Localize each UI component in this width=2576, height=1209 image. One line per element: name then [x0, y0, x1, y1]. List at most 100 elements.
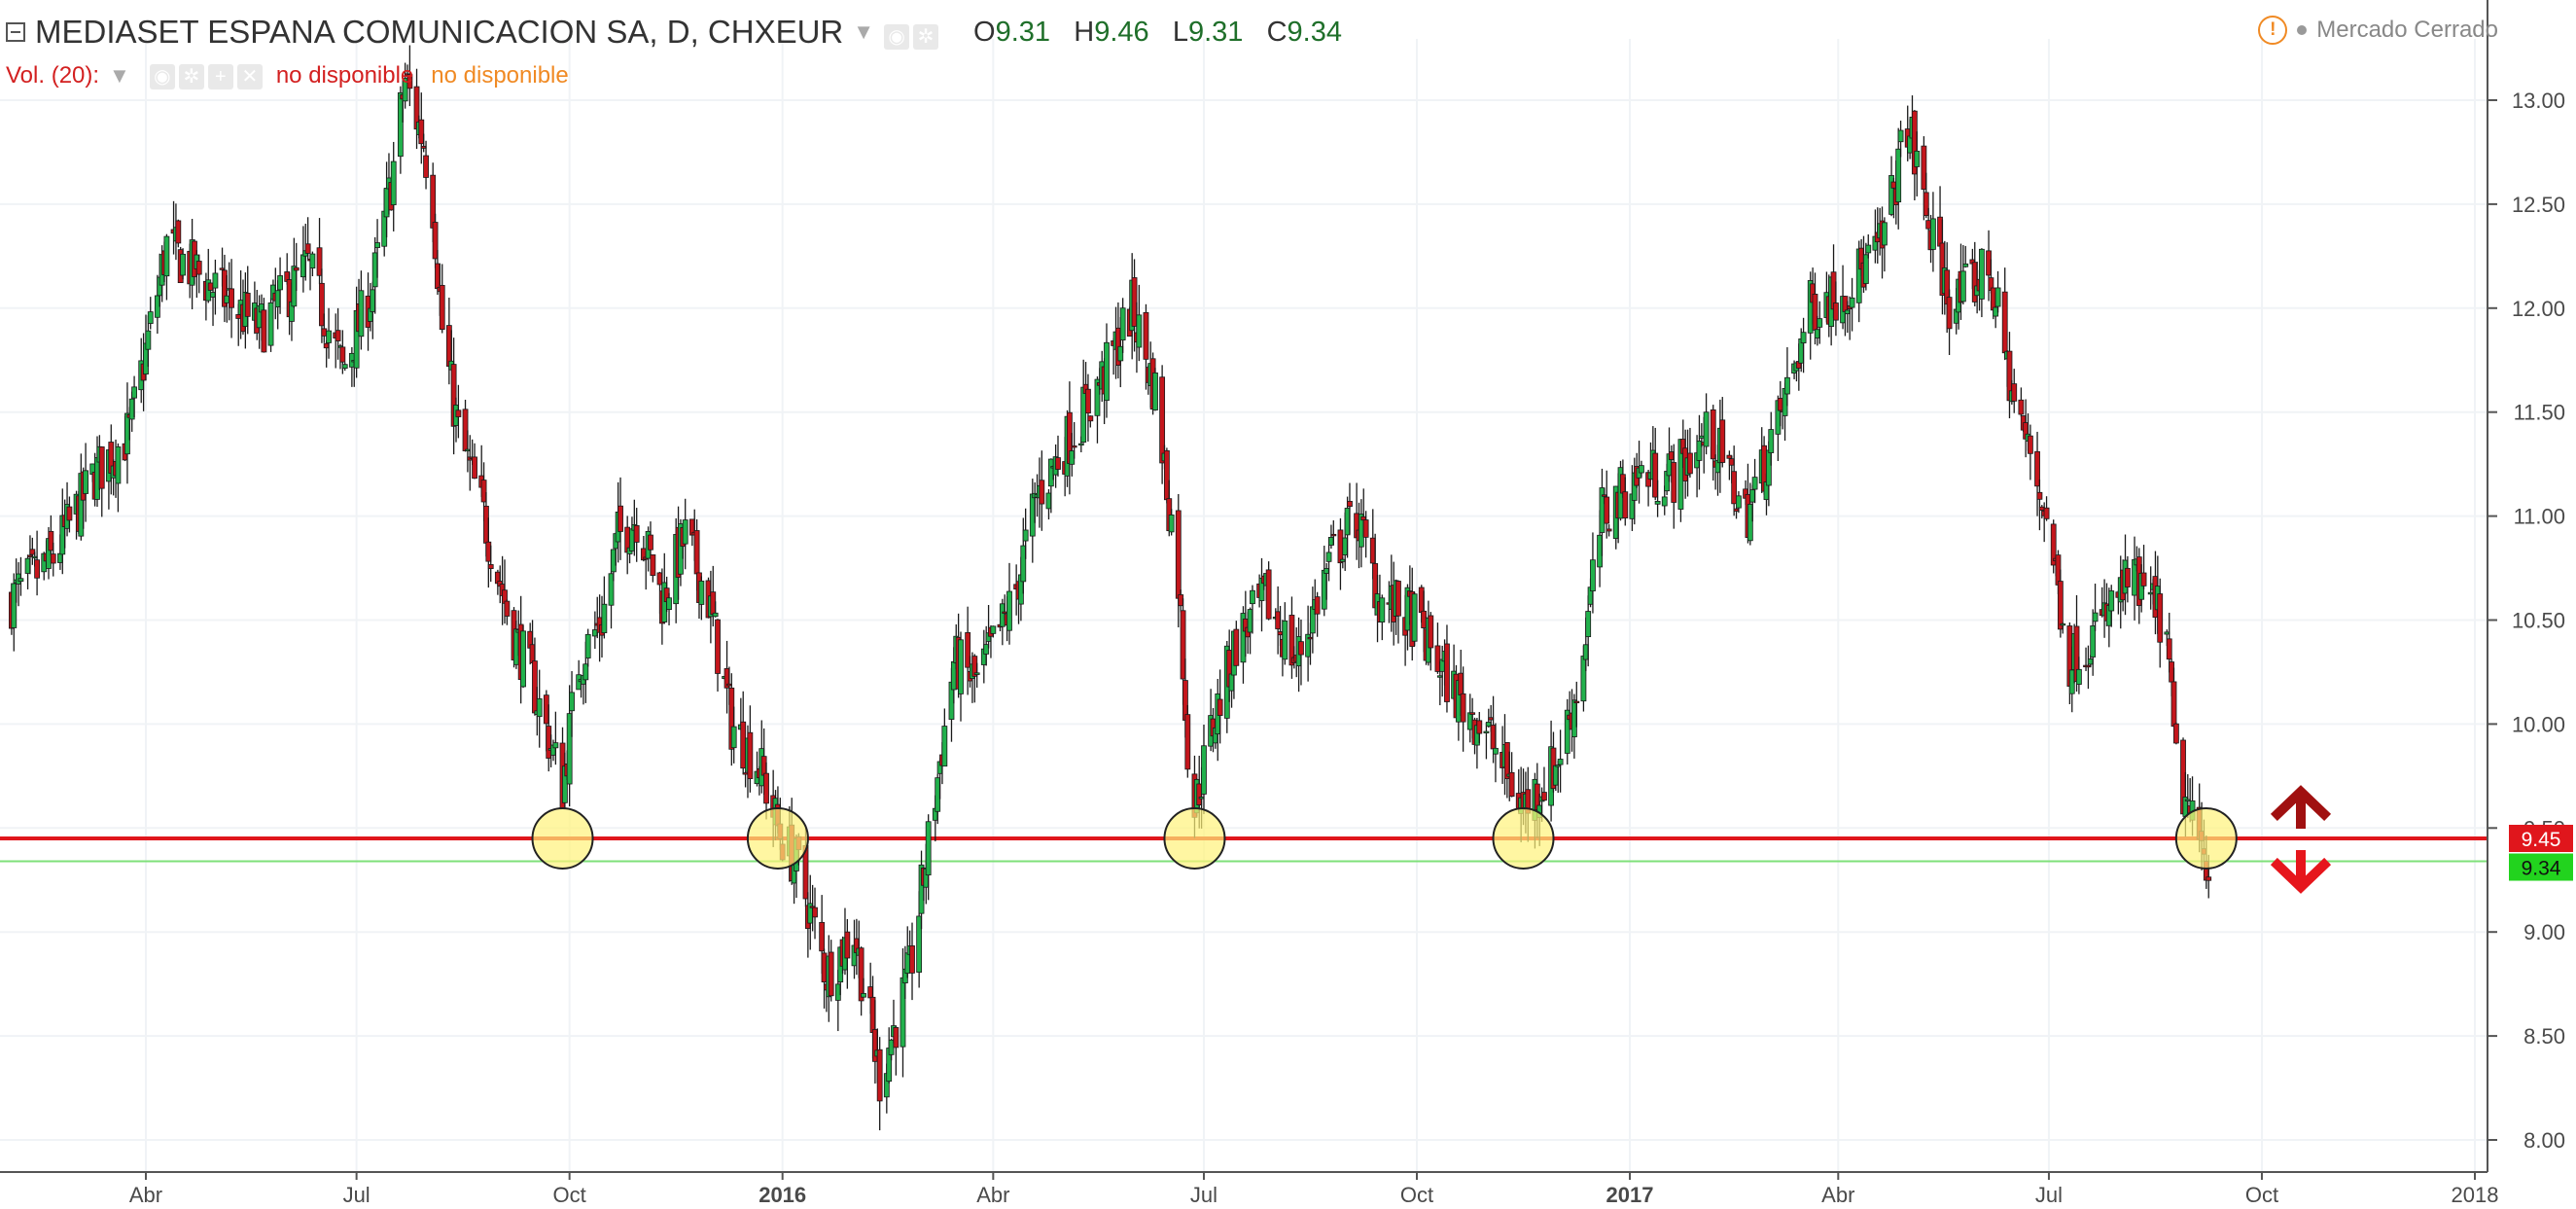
- candle: [432, 213, 439, 268]
- candle-body: [1604, 496, 1610, 524]
- candle-body: [1654, 501, 1661, 505]
- candle: [1652, 427, 1659, 501]
- candle: [730, 706, 737, 764]
- candle: [341, 362, 348, 372]
- candle: [2036, 479, 2043, 531]
- candle-body: [163, 235, 170, 277]
- candle-body: [1444, 643, 1450, 702]
- candle-body: [1080, 386, 1087, 444]
- candle-body: [1930, 218, 1936, 250]
- candle-body: [566, 713, 573, 785]
- candle: [163, 233, 170, 301]
- candle: [439, 264, 445, 334]
- symbol-title[interactable]: MEDIASET ESPANA COMUNICACION SA, D, CHXE…: [35, 14, 844, 50]
- candle-body: [1817, 318, 1823, 328]
- candle: [34, 530, 40, 596]
- candle-body: [1687, 452, 1693, 475]
- candle: [212, 259, 219, 315]
- candle: [244, 266, 251, 335]
- candle-body: [450, 364, 457, 427]
- gear-icon[interactable]: ✲: [178, 64, 204, 89]
- candle: [941, 708, 948, 767]
- eye-icon[interactable]: ◉: [149, 64, 175, 89]
- x-tick-label: Abr: [1821, 1183, 1854, 1207]
- candle-body: [2166, 638, 2172, 660]
- candle-body: [423, 155, 429, 178]
- candle-body: [1119, 307, 1126, 341]
- candle-body: [909, 944, 915, 974]
- candle-body: [1330, 533, 1337, 537]
- candle: [1946, 289, 1953, 356]
- candle: [2027, 424, 2033, 480]
- candle: [1800, 317, 1807, 373]
- candle: [1817, 301, 1823, 344]
- candle: [1337, 517, 1344, 590]
- candle-body: [319, 282, 325, 327]
- warning-icon[interactable]: !: [2258, 16, 2288, 45]
- close-value: 9.34: [1287, 16, 1342, 48]
- candle: [326, 307, 332, 359]
- candle: [682, 498, 688, 570]
- x-tick-label: Jul: [343, 1183, 371, 1207]
- candle-body: [693, 530, 700, 575]
- candle-body: [1411, 593, 1418, 642]
- candle: [1434, 622, 1441, 674]
- candle: [304, 217, 311, 260]
- candle: [909, 922, 915, 1001]
- candle-body: [1104, 341, 1110, 402]
- plus-icon[interactable]: +: [207, 64, 233, 89]
- candle-body: [1751, 477, 1758, 490]
- candle: [402, 62, 408, 109]
- y-tick-label: 11.50: [2514, 401, 2565, 425]
- candle-body: [397, 91, 404, 158]
- candle: [650, 554, 656, 583]
- candle-body: [390, 160, 397, 205]
- candle-body: [973, 672, 980, 675]
- candle: [1159, 365, 1166, 484]
- candle: [455, 384, 462, 439]
- volume-label[interactable]: Vol. (20):: [6, 62, 100, 89]
- candle-body: [418, 119, 425, 145]
- candle-body: [893, 1027, 900, 1049]
- chevron-down-icon[interactable]: ▼: [853, 19, 875, 44]
- candle-body: [698, 581, 705, 605]
- candle-body: [1184, 714, 1191, 770]
- candle: [1006, 562, 1012, 645]
- gear-icon[interactable]: ✲: [913, 24, 939, 50]
- collapse-icon[interactable]: [6, 22, 25, 42]
- candle: [1541, 766, 1547, 801]
- candle-body: [2124, 567, 2131, 587]
- market-status-text: Mercado Cerrado: [2316, 17, 2498, 43]
- candle-body: [1800, 332, 1807, 344]
- candle: [1751, 458, 1758, 504]
- candle-body: [34, 559, 40, 579]
- eye-icon[interactable]: ◉: [884, 24, 910, 50]
- candle-body: [682, 519, 688, 545]
- candle-body: [861, 993, 866, 998]
- candle-body: [293, 267, 300, 271]
- candle: [844, 918, 851, 989]
- candle: [450, 338, 457, 455]
- candle: [618, 477, 623, 560]
- candle-body: [1962, 263, 1969, 267]
- candle: [552, 711, 559, 765]
- support-price-label: 9.45: [2522, 829, 2561, 851]
- chart-grid: [0, 39, 2488, 1172]
- candle: [2060, 622, 2066, 634]
- candle-body: [175, 220, 182, 244]
- candle: [1654, 480, 1661, 517]
- candle-body: [50, 553, 56, 564]
- candle: [1639, 460, 1644, 478]
- candle-body: [487, 564, 494, 569]
- candle-body: [1020, 545, 1027, 583]
- x-tick-label: 2016: [759, 1183, 806, 1207]
- candle-body: [244, 293, 251, 317]
- candle-body: [1347, 500, 1353, 508]
- close-icon[interactable]: ✕: [236, 64, 263, 89]
- candle-body: [115, 446, 122, 484]
- candle: [1768, 411, 1775, 466]
- candle-body: [1055, 457, 1061, 470]
- candle-body: [131, 386, 137, 399]
- chevron-down-icon[interactable]: ▼: [109, 63, 130, 88]
